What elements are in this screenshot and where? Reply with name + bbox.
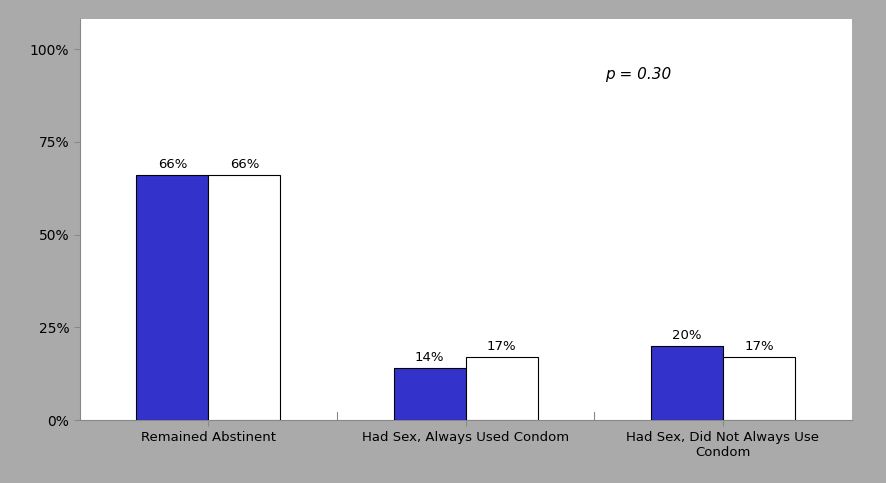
Text: 20%: 20% (672, 328, 701, 341)
Text: 17%: 17% (743, 340, 773, 353)
Text: 66%: 66% (229, 158, 259, 171)
Text: p = 0.30: p = 0.30 (604, 68, 670, 83)
Text: 14%: 14% (415, 351, 444, 364)
Bar (393, 368, 465, 420)
Bar (208, 175, 280, 420)
Text: 66%: 66% (158, 158, 187, 171)
Bar (650, 346, 722, 420)
Bar (136, 175, 208, 420)
Bar (465, 357, 537, 420)
Text: 17%: 17% (486, 340, 516, 353)
Bar (722, 357, 794, 420)
